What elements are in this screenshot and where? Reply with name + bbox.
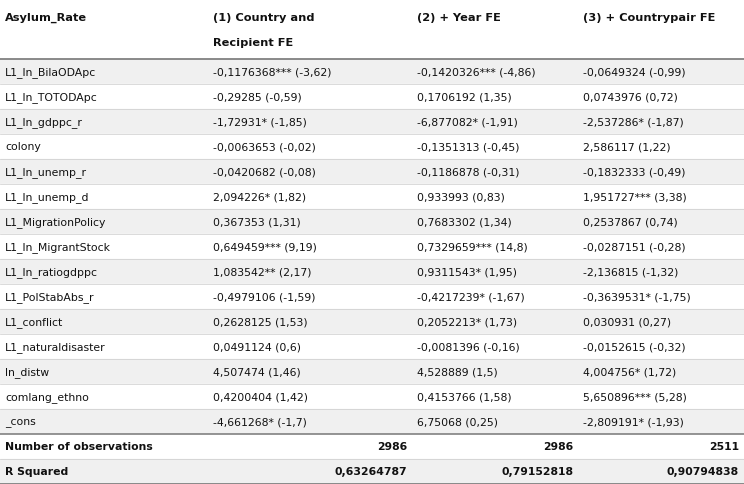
Text: -0,0420682 (-0,08): -0,0420682 (-0,08) <box>213 167 316 177</box>
Text: 0,7683302 (1,34): 0,7683302 (1,34) <box>417 217 512 227</box>
Text: 0,0743976 (0,72): 0,0743976 (0,72) <box>583 92 678 102</box>
Text: 2,094226* (1,82): 2,094226* (1,82) <box>213 192 306 202</box>
Text: -0,0063653 (-0,02): -0,0063653 (-0,02) <box>213 142 316 152</box>
Text: 0,2628125 (1,53): 0,2628125 (1,53) <box>213 317 307 327</box>
Text: -0,1832333 (-0,49): -0,1832333 (-0,49) <box>583 167 685 177</box>
Text: Recipient FE: Recipient FE <box>213 38 293 48</box>
Text: 2511: 2511 <box>709 441 739 452</box>
Text: -6,877082* (-1,91): -6,877082* (-1,91) <box>417 117 518 127</box>
Bar <box>0 434 744 459</box>
Text: 0,0491124 (0,6): 0,0491124 (0,6) <box>213 342 301 352</box>
Text: -0,0081396 (-0,16): -0,0081396 (-0,16) <box>417 342 520 352</box>
Text: L1_ln_unemp_r: L1_ln_unemp_r <box>5 166 87 178</box>
Text: (2) + Year FE: (2) + Year FE <box>417 13 501 23</box>
Bar <box>0 359 744 384</box>
Text: L1_ln_MigrantStock: L1_ln_MigrantStock <box>5 242 111 253</box>
Text: 0,1706192 (1,35): 0,1706192 (1,35) <box>417 92 512 102</box>
Text: L1_MigrationPolicy: L1_MigrationPolicy <box>5 217 106 227</box>
Bar <box>0 459 744 484</box>
Text: 4,004756* (1,72): 4,004756* (1,72) <box>583 367 676 377</box>
Bar <box>0 160 744 184</box>
Text: 0,63264787: 0,63264787 <box>334 467 407 477</box>
Text: L1_ln_TOTODApc: L1_ln_TOTODApc <box>5 92 97 103</box>
Bar <box>0 334 744 359</box>
Bar <box>0 85 744 110</box>
Text: (3) + Countrypair FE: (3) + Countrypair FE <box>583 13 716 23</box>
Text: L1_ln_ratiogdppc: L1_ln_ratiogdppc <box>5 267 98 277</box>
Text: Number of observations: Number of observations <box>5 441 153 452</box>
Text: -4,661268* (-1,7): -4,661268* (-1,7) <box>213 417 307 426</box>
Text: -0,4217239* (-1,67): -0,4217239* (-1,67) <box>417 292 525 302</box>
Text: L1_conflict: L1_conflict <box>5 317 63 327</box>
Bar <box>0 184 744 210</box>
Text: -0,1186878 (-0,31): -0,1186878 (-0,31) <box>417 167 519 177</box>
Text: 4,528889 (1,5): 4,528889 (1,5) <box>417 367 498 377</box>
Text: 0,79152818: 0,79152818 <box>501 467 573 477</box>
Text: 2,586117 (1,22): 2,586117 (1,22) <box>583 142 670 152</box>
Text: -0,1176368*** (-3,62): -0,1176368*** (-3,62) <box>213 67 332 77</box>
Text: 0,4153766 (1,58): 0,4153766 (1,58) <box>417 392 512 402</box>
Text: -2,809191* (-1,93): -2,809191* (-1,93) <box>583 417 684 426</box>
Bar <box>0 409 744 434</box>
Text: -0,0649324 (-0,99): -0,0649324 (-0,99) <box>583 67 686 77</box>
Text: 1,083542** (2,17): 1,083542** (2,17) <box>213 267 312 277</box>
Bar <box>0 60 744 85</box>
Text: 0,367353 (1,31): 0,367353 (1,31) <box>213 217 301 227</box>
Text: 0,7329659*** (14,8): 0,7329659*** (14,8) <box>417 242 527 252</box>
Text: 0,649459*** (9,19): 0,649459*** (9,19) <box>213 242 317 252</box>
Text: R Squared: R Squared <box>5 467 68 477</box>
Text: 2986: 2986 <box>376 441 407 452</box>
Bar <box>0 210 744 235</box>
Text: (1) Country and: (1) Country and <box>213 13 315 23</box>
Text: 0,4200404 (1,42): 0,4200404 (1,42) <box>213 392 308 402</box>
Bar <box>0 285 744 309</box>
Text: 0,2052213* (1,73): 0,2052213* (1,73) <box>417 317 517 327</box>
Text: 4,507474 (1,46): 4,507474 (1,46) <box>213 367 301 377</box>
Text: L1_naturaldisaster: L1_naturaldisaster <box>5 341 106 352</box>
Text: 2986: 2986 <box>543 441 573 452</box>
Text: 0,030931 (0,27): 0,030931 (0,27) <box>583 317 671 327</box>
Text: 6,75068 (0,25): 6,75068 (0,25) <box>417 417 498 426</box>
Text: 1,951727*** (3,38): 1,951727*** (3,38) <box>583 192 687 202</box>
Text: colony: colony <box>5 142 41 152</box>
Text: -0,1351313 (-0,45): -0,1351313 (-0,45) <box>417 142 519 152</box>
Text: 5,650896*** (5,28): 5,650896*** (5,28) <box>583 392 687 402</box>
Text: 0,2537867 (0,74): 0,2537867 (0,74) <box>583 217 678 227</box>
Bar <box>0 135 744 160</box>
Text: 0,933993 (0,83): 0,933993 (0,83) <box>417 192 505 202</box>
Text: -0,3639531* (-1,75): -0,3639531* (-1,75) <box>583 292 690 302</box>
Text: comlang_ethno: comlang_ethno <box>5 391 89 402</box>
Text: Asylum_Rate: Asylum_Rate <box>5 13 87 23</box>
Text: -0,1420326*** (-4,86): -0,1420326*** (-4,86) <box>417 67 536 77</box>
Bar <box>0 110 744 135</box>
Text: L1_PolStabAbs_r: L1_PolStabAbs_r <box>5 291 94 302</box>
Text: -0,29285 (-0,59): -0,29285 (-0,59) <box>213 92 302 102</box>
Text: L1_ln_BilaODApc: L1_ln_BilaODApc <box>5 67 96 78</box>
Text: L1_ln_unemp_d: L1_ln_unemp_d <box>5 192 89 202</box>
Text: -0,0152615 (-0,32): -0,0152615 (-0,32) <box>583 342 686 352</box>
Text: -1,72931* (-1,85): -1,72931* (-1,85) <box>213 117 307 127</box>
Text: L1_ln_gdppc_r: L1_ln_gdppc_r <box>5 117 83 128</box>
Text: -0,0287151 (-0,28): -0,0287151 (-0,28) <box>583 242 686 252</box>
Text: -2,136815 (-1,32): -2,136815 (-1,32) <box>583 267 679 277</box>
Text: 0,9311543* (1,95): 0,9311543* (1,95) <box>417 267 517 277</box>
Bar <box>0 309 744 334</box>
Text: -2,537286* (-1,87): -2,537286* (-1,87) <box>583 117 684 127</box>
Text: -0,4979106 (-1,59): -0,4979106 (-1,59) <box>213 292 315 302</box>
Text: 0,90794838: 0,90794838 <box>667 467 739 477</box>
Bar <box>0 259 744 285</box>
Text: ln_distw: ln_distw <box>5 366 49 377</box>
Bar <box>0 0 744 60</box>
Bar <box>0 384 744 409</box>
Text: _cons: _cons <box>5 417 36 426</box>
Bar <box>0 235 744 259</box>
